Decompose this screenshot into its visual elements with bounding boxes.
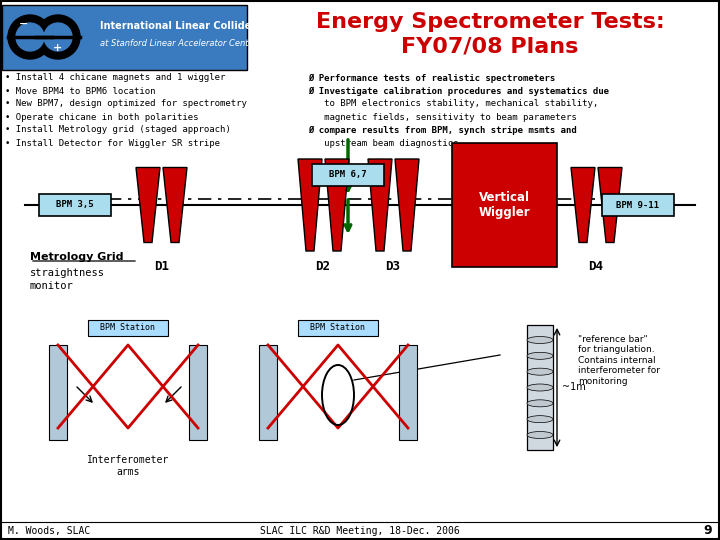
Text: straightness: straightness bbox=[30, 268, 105, 278]
Text: at Stanford Linear Accelerator Center: at Stanford Linear Accelerator Center bbox=[100, 38, 257, 48]
Ellipse shape bbox=[527, 336, 553, 343]
Text: +: + bbox=[53, 43, 63, 53]
Text: to BPM electronics stability, mechanical stability,: to BPM electronics stability, mechanical… bbox=[308, 99, 598, 109]
Polygon shape bbox=[395, 159, 419, 251]
Text: D2: D2 bbox=[315, 260, 330, 273]
Text: magnetic fields, sensitivity to beam parameters: magnetic fields, sensitivity to beam par… bbox=[308, 112, 577, 122]
Text: Energy Spectrometer Tests:: Energy Spectrometer Tests: bbox=[315, 12, 665, 32]
Circle shape bbox=[16, 23, 44, 51]
Text: M. Woods, SLAC: M. Woods, SLAC bbox=[8, 526, 90, 536]
Ellipse shape bbox=[527, 384, 553, 391]
FancyBboxPatch shape bbox=[259, 345, 277, 440]
Text: monitor: monitor bbox=[30, 281, 73, 291]
FancyBboxPatch shape bbox=[452, 143, 557, 267]
Text: upstream beam diagnostics: upstream beam diagnostics bbox=[308, 138, 459, 147]
Text: • Install Metrology grid (staged approach): • Install Metrology grid (staged approac… bbox=[5, 125, 230, 134]
Ellipse shape bbox=[527, 352, 553, 359]
FancyBboxPatch shape bbox=[2, 5, 247, 70]
Circle shape bbox=[36, 15, 80, 59]
Text: "reference bar"
for triangulation.
Contains internal
interferometer for
monitori: "reference bar" for triangulation. Conta… bbox=[578, 335, 660, 386]
Text: ~1m: ~1m bbox=[562, 382, 586, 393]
Ellipse shape bbox=[527, 416, 553, 423]
Circle shape bbox=[44, 23, 72, 51]
Ellipse shape bbox=[527, 368, 553, 375]
Polygon shape bbox=[598, 167, 622, 242]
Text: D1: D1 bbox=[155, 260, 169, 273]
FancyBboxPatch shape bbox=[399, 345, 417, 440]
Polygon shape bbox=[571, 167, 595, 242]
Text: BPM Station: BPM Station bbox=[101, 323, 156, 333]
Text: SLAC ILC R&D Meeting, 18-Dec. 2006: SLAC ILC R&D Meeting, 18-Dec. 2006 bbox=[260, 526, 460, 536]
Text: Ø compare results from BPM, synch stripe msmts and: Ø compare results from BPM, synch stripe… bbox=[308, 125, 577, 134]
FancyBboxPatch shape bbox=[602, 194, 674, 216]
Text: BPM 9-11: BPM 9-11 bbox=[616, 200, 660, 210]
Text: Vertical
Wiggler: Vertical Wiggler bbox=[478, 191, 530, 219]
FancyBboxPatch shape bbox=[189, 345, 207, 440]
FancyBboxPatch shape bbox=[39, 194, 111, 216]
Ellipse shape bbox=[527, 431, 553, 438]
Text: International Linear Collider: International Linear Collider bbox=[100, 21, 256, 31]
Text: Ø Investigate calibration procedures and systematics due: Ø Investigate calibration procedures and… bbox=[308, 86, 609, 96]
FancyBboxPatch shape bbox=[88, 320, 168, 336]
FancyBboxPatch shape bbox=[49, 345, 67, 440]
Polygon shape bbox=[298, 159, 322, 251]
Text: Interferometer
arms: Interferometer arms bbox=[87, 455, 169, 477]
Text: • Install Detector for Wiggler SR stripe: • Install Detector for Wiggler SR stripe bbox=[5, 138, 220, 147]
Text: D3: D3 bbox=[385, 260, 400, 273]
FancyBboxPatch shape bbox=[527, 325, 553, 450]
Ellipse shape bbox=[527, 400, 553, 407]
Text: • Operate chicane in both polarities: • Operate chicane in both polarities bbox=[5, 112, 199, 122]
Text: BPM 3,5: BPM 3,5 bbox=[56, 200, 94, 210]
Polygon shape bbox=[325, 159, 349, 251]
FancyBboxPatch shape bbox=[298, 320, 378, 336]
Text: D4: D4 bbox=[588, 260, 603, 273]
FancyBboxPatch shape bbox=[312, 164, 384, 186]
Text: 9: 9 bbox=[703, 524, 712, 537]
Text: • Install 4 chicane magnets and 1 wiggler: • Install 4 chicane magnets and 1 wiggle… bbox=[5, 73, 225, 83]
Text: Ø Performance tests of realistic spectrometers: Ø Performance tests of realistic spectro… bbox=[308, 73, 555, 83]
Text: −: − bbox=[19, 19, 29, 29]
Text: • Move BPM4 to BPM6 location: • Move BPM4 to BPM6 location bbox=[5, 86, 156, 96]
Polygon shape bbox=[368, 159, 392, 251]
Text: • New BPM7, design optimized for spectrometry: • New BPM7, design optimized for spectro… bbox=[5, 99, 247, 109]
Text: Metrology Grid: Metrology Grid bbox=[30, 252, 124, 262]
Text: BPM 6,7: BPM 6,7 bbox=[329, 171, 366, 179]
Text: FY07/08 Plans: FY07/08 Plans bbox=[401, 36, 579, 56]
Circle shape bbox=[8, 15, 52, 59]
Polygon shape bbox=[136, 167, 160, 242]
Polygon shape bbox=[163, 167, 187, 242]
Text: BPM Station: BPM Station bbox=[310, 323, 366, 333]
